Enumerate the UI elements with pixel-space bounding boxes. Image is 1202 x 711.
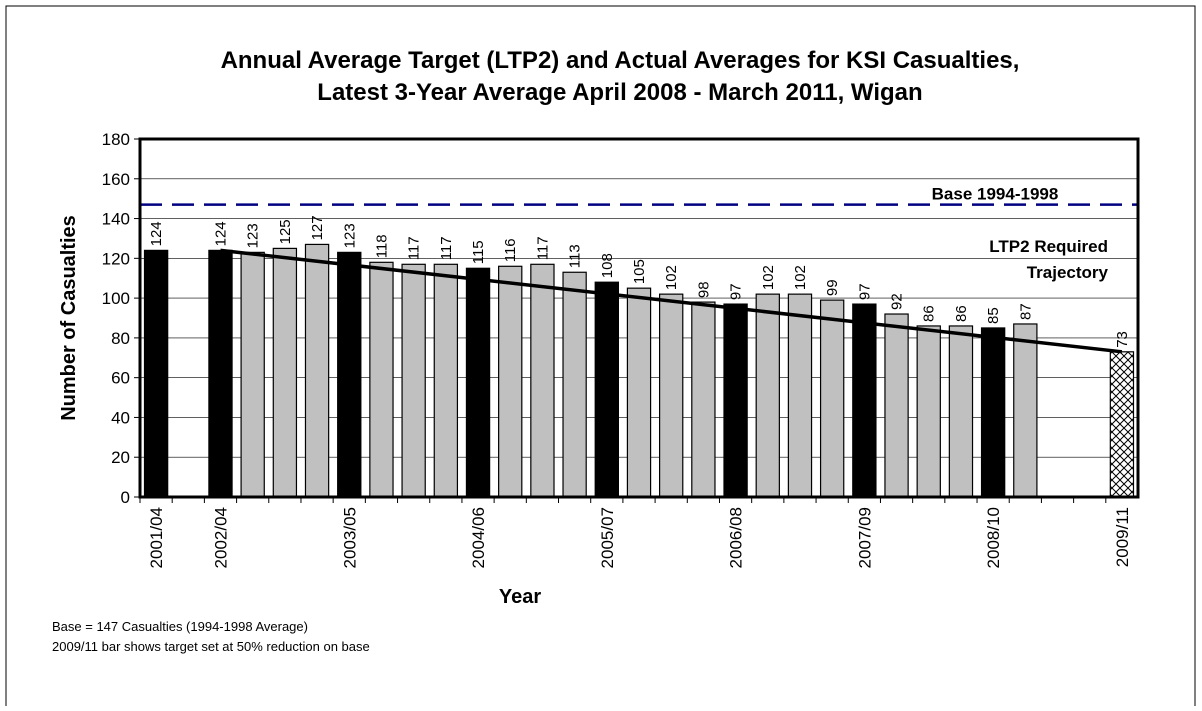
- value-label: 117: [406, 236, 423, 260]
- y-tick-label: 0: [121, 488, 130, 507]
- bar: [948, 325, 974, 498]
- reference-label: Base 1994-1998: [932, 185, 1059, 204]
- chart-title: Latest 3-Year Average April 2008 - March…: [317, 79, 922, 106]
- y-tick-label: 60: [111, 369, 130, 388]
- bar: [401, 263, 426, 498]
- value-label: 99: [824, 279, 841, 296]
- x-tick-label: 2007/09: [855, 507, 874, 568]
- bar: [755, 293, 780, 498]
- value-label: 115: [470, 240, 487, 264]
- x-tick-label: 2005/07: [598, 507, 617, 568]
- x-tick-label: 2001/04: [147, 507, 166, 568]
- x-tick-label: 2004/06: [469, 507, 488, 568]
- x-axis-label: Year: [499, 586, 541, 608]
- trajectory-label: LTP2 Required: [989, 237, 1108, 256]
- bar: [562, 271, 587, 498]
- bar: [465, 267, 491, 498]
- value-label: 85: [985, 307, 1002, 324]
- value-label: 98: [695, 281, 712, 298]
- value-label: 87: [1017, 303, 1034, 320]
- bar: [659, 293, 684, 498]
- value-label: 97: [856, 283, 873, 300]
- bar: [594, 281, 619, 498]
- bar: [498, 265, 523, 498]
- x-tick-label: 2006/08: [727, 507, 746, 568]
- value-label: 86: [921, 305, 938, 322]
- frame: [5, 5, 1196, 711]
- value-label: 118: [373, 234, 390, 258]
- y-axis-label: Number of Casualties: [58, 215, 80, 421]
- plot-frame: [138, 137, 1140, 499]
- bar: [626, 287, 652, 498]
- value-label: 92: [889, 293, 906, 310]
- bar: [272, 247, 298, 498]
- bar: [530, 263, 555, 498]
- value-label: 102: [760, 265, 777, 290]
- x-tick-label: 2003/05: [340, 507, 359, 568]
- y-tick-label: 100: [102, 289, 130, 308]
- value-label: 97: [728, 283, 745, 300]
- value-label: 124: [212, 221, 229, 246]
- bar: [852, 303, 877, 498]
- value-label: 105: [631, 259, 648, 284]
- value-label: 123: [245, 223, 262, 248]
- bar: [980, 327, 1006, 498]
- value-label: 116: [502, 238, 519, 262]
- bar: [787, 293, 813, 498]
- note: 2009/11 bar shows target set at 50% redu…: [52, 639, 370, 654]
- value-label: 102: [792, 265, 809, 290]
- x-tick-label: 2009/11: [1113, 507, 1132, 567]
- bar: [143, 249, 169, 498]
- value-label: 113: [567, 244, 584, 268]
- value-label: 124: [148, 221, 165, 246]
- note: Base = 147 Casualties (1994-1998 Average…: [52, 619, 308, 634]
- y-tick-label: 160: [102, 170, 130, 189]
- bar: [1109, 351, 1135, 498]
- chart-title: Annual Average Target (LTP2) and Actual …: [221, 47, 1020, 74]
- bar: [369, 261, 394, 498]
- bar: [1013, 323, 1038, 498]
- bar: [819, 299, 845, 498]
- value-label: 117: [438, 236, 455, 260]
- value-label: 117: [534, 236, 551, 260]
- bar: [884, 313, 909, 498]
- bar: [916, 325, 941, 498]
- y-tick-label: 40: [111, 408, 130, 427]
- y-tick-label: 20: [111, 448, 130, 467]
- value-label: 125: [277, 219, 294, 244]
- y-tick-label: 140: [102, 210, 130, 229]
- value-label: 123: [341, 223, 358, 248]
- y-tick-label: 180: [102, 130, 130, 149]
- x-tick-label: 2008/10: [984, 507, 1003, 568]
- value-label: 102: [663, 265, 680, 290]
- bar: [433, 263, 459, 498]
- bar: [240, 251, 265, 498]
- trajectory-label: Trajectory: [1027, 263, 1109, 282]
- value-label: 73: [1114, 331, 1131, 348]
- bar: [337, 251, 362, 498]
- value-label: 127: [309, 215, 326, 240]
- bar: [691, 301, 716, 498]
- value-label: 108: [599, 253, 616, 278]
- bar: [208, 249, 233, 498]
- x-tick-label: 2002/04: [211, 507, 230, 568]
- y-tick-label: 120: [102, 249, 130, 268]
- y-tick-label: 80: [111, 329, 130, 348]
- value-label: 86: [953, 305, 970, 322]
- trajectory-line: [220, 248, 1123, 354]
- bar: [304, 243, 330, 498]
- bar: [723, 303, 748, 498]
